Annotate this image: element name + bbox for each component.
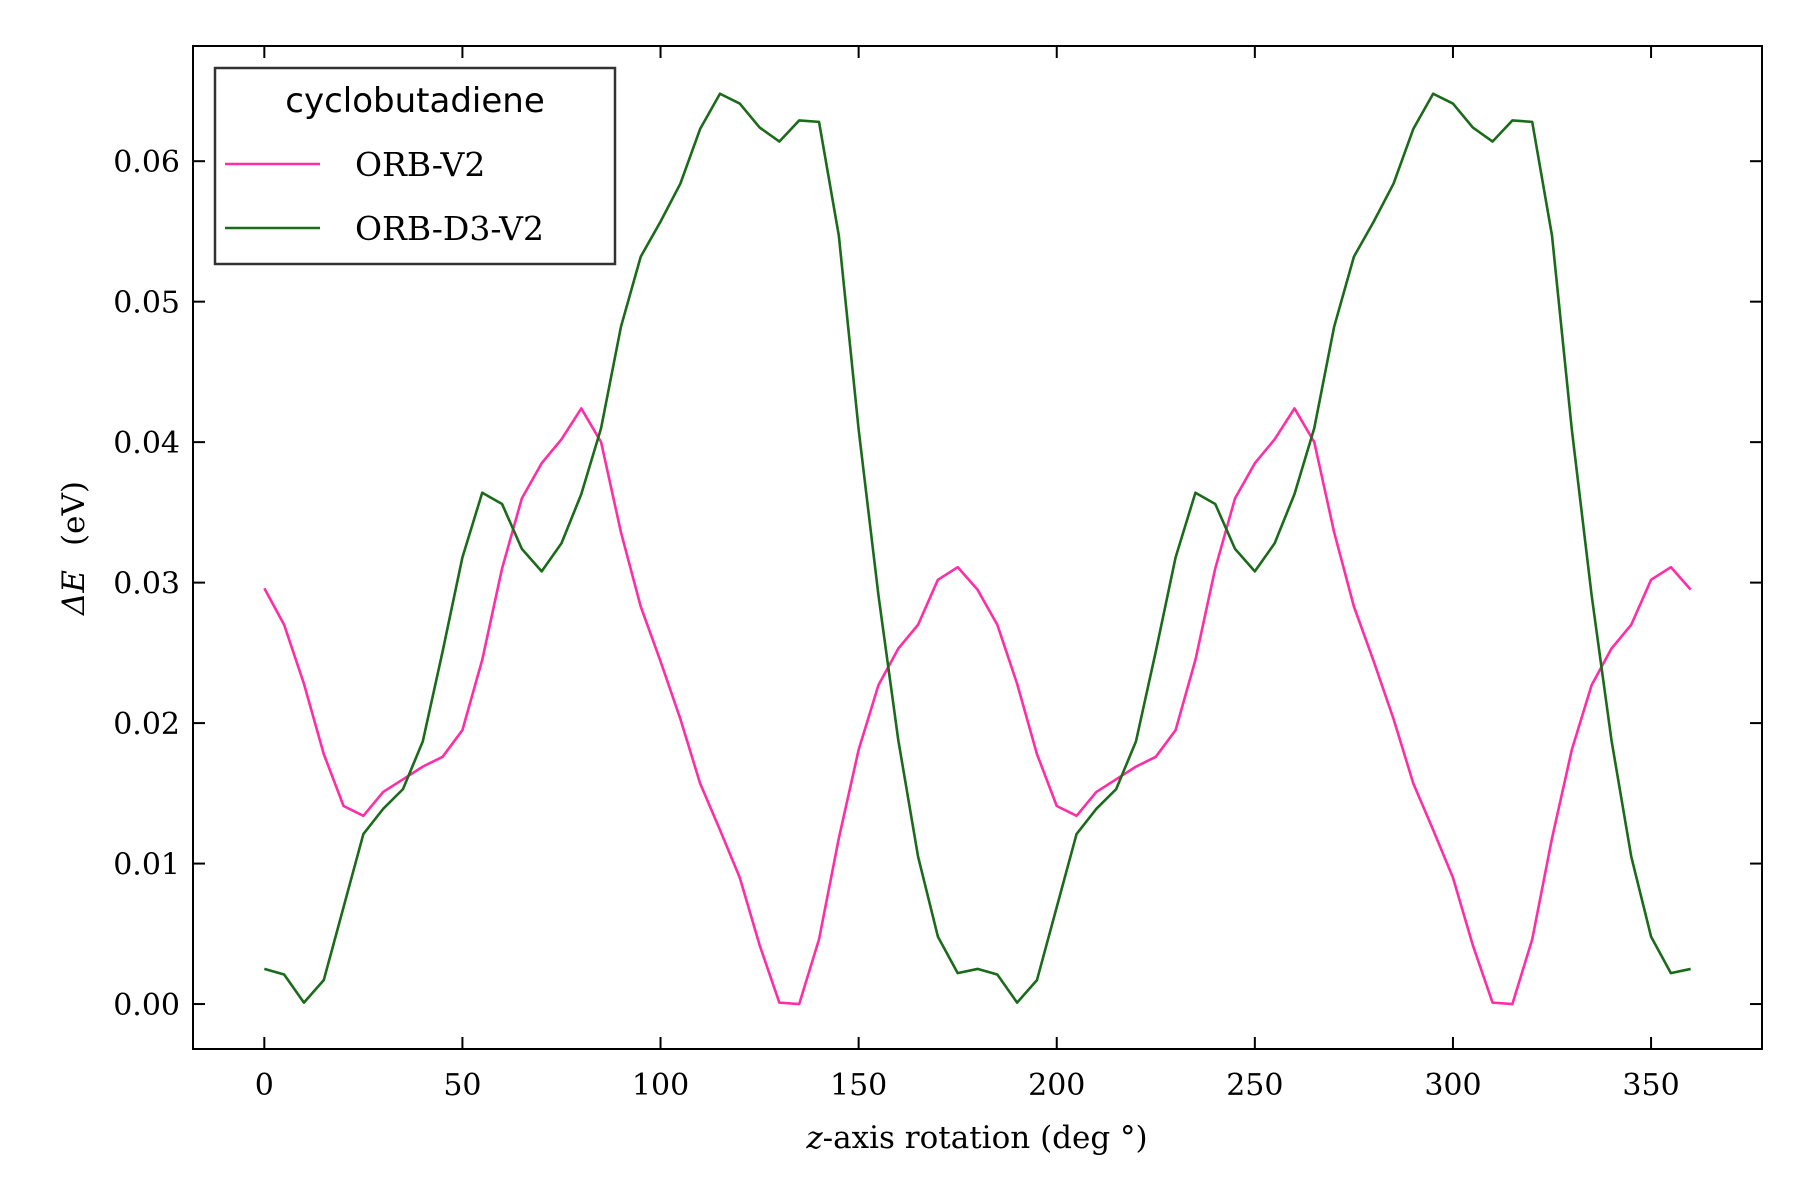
- x-tick-label: 50: [443, 1068, 481, 1103]
- series-line-orb-d3-v2: [263, 92, 1691, 1004]
- legend-box: [213, 66, 617, 266]
- x-tick-label: 250: [1226, 1068, 1283, 1103]
- x-tick-label: 300: [1424, 1068, 1481, 1103]
- x-tick-label: 200: [1028, 1068, 1085, 1103]
- y-axis-label: ΔE (eV): [56, 481, 92, 616]
- y-tick-label: 0.04: [113, 426, 180, 461]
- x-axis-label-var: z: [805, 1120, 823, 1156]
- x-axis-label: z-axis rotation (deg °): [805, 1120, 1147, 1156]
- series-layer: [263, 92, 1692, 1006]
- legend-label-orb-v2: ORB-V2: [355, 145, 485, 184]
- y-axis-label-var: ΔE: [56, 570, 92, 616]
- y-tick-label: 0.06: [113, 145, 180, 180]
- tick-layer: 0 50 100 150 200 250 300 350 0.00 0.01 0.02 0.03 0.0…: [113, 46, 1762, 1103]
- plot-frame: [192, 45, 1763, 1050]
- y-tick-label: 0.02: [113, 707, 180, 742]
- x-tick-label: 350: [1622, 1068, 1679, 1103]
- y-tick-label: 0.00: [113, 988, 180, 1023]
- x-tick-label: 0: [255, 1068, 274, 1103]
- x-axis-label-text: -axis rotation (deg °): [823, 1120, 1148, 1156]
- x-tick-label: 150: [830, 1068, 887, 1103]
- y-tick-label: 0.05: [113, 286, 180, 321]
- y-tick-label: 0.01: [113, 848, 180, 883]
- legend-title: cyclobutadiene: [285, 81, 544, 121]
- y-axis-label-unit: (eV): [56, 481, 92, 546]
- legend-label-orb-d3-v2: ORB-D3-V2: [355, 209, 544, 248]
- series-line-orb-v2: [263, 407, 1692, 1006]
- y-tick-label: 0.03: [113, 567, 180, 602]
- legend: cyclobutadiene ORB-V2 ORB-D3-V2: [213, 66, 617, 266]
- x-tick-label: 100: [632, 1068, 689, 1103]
